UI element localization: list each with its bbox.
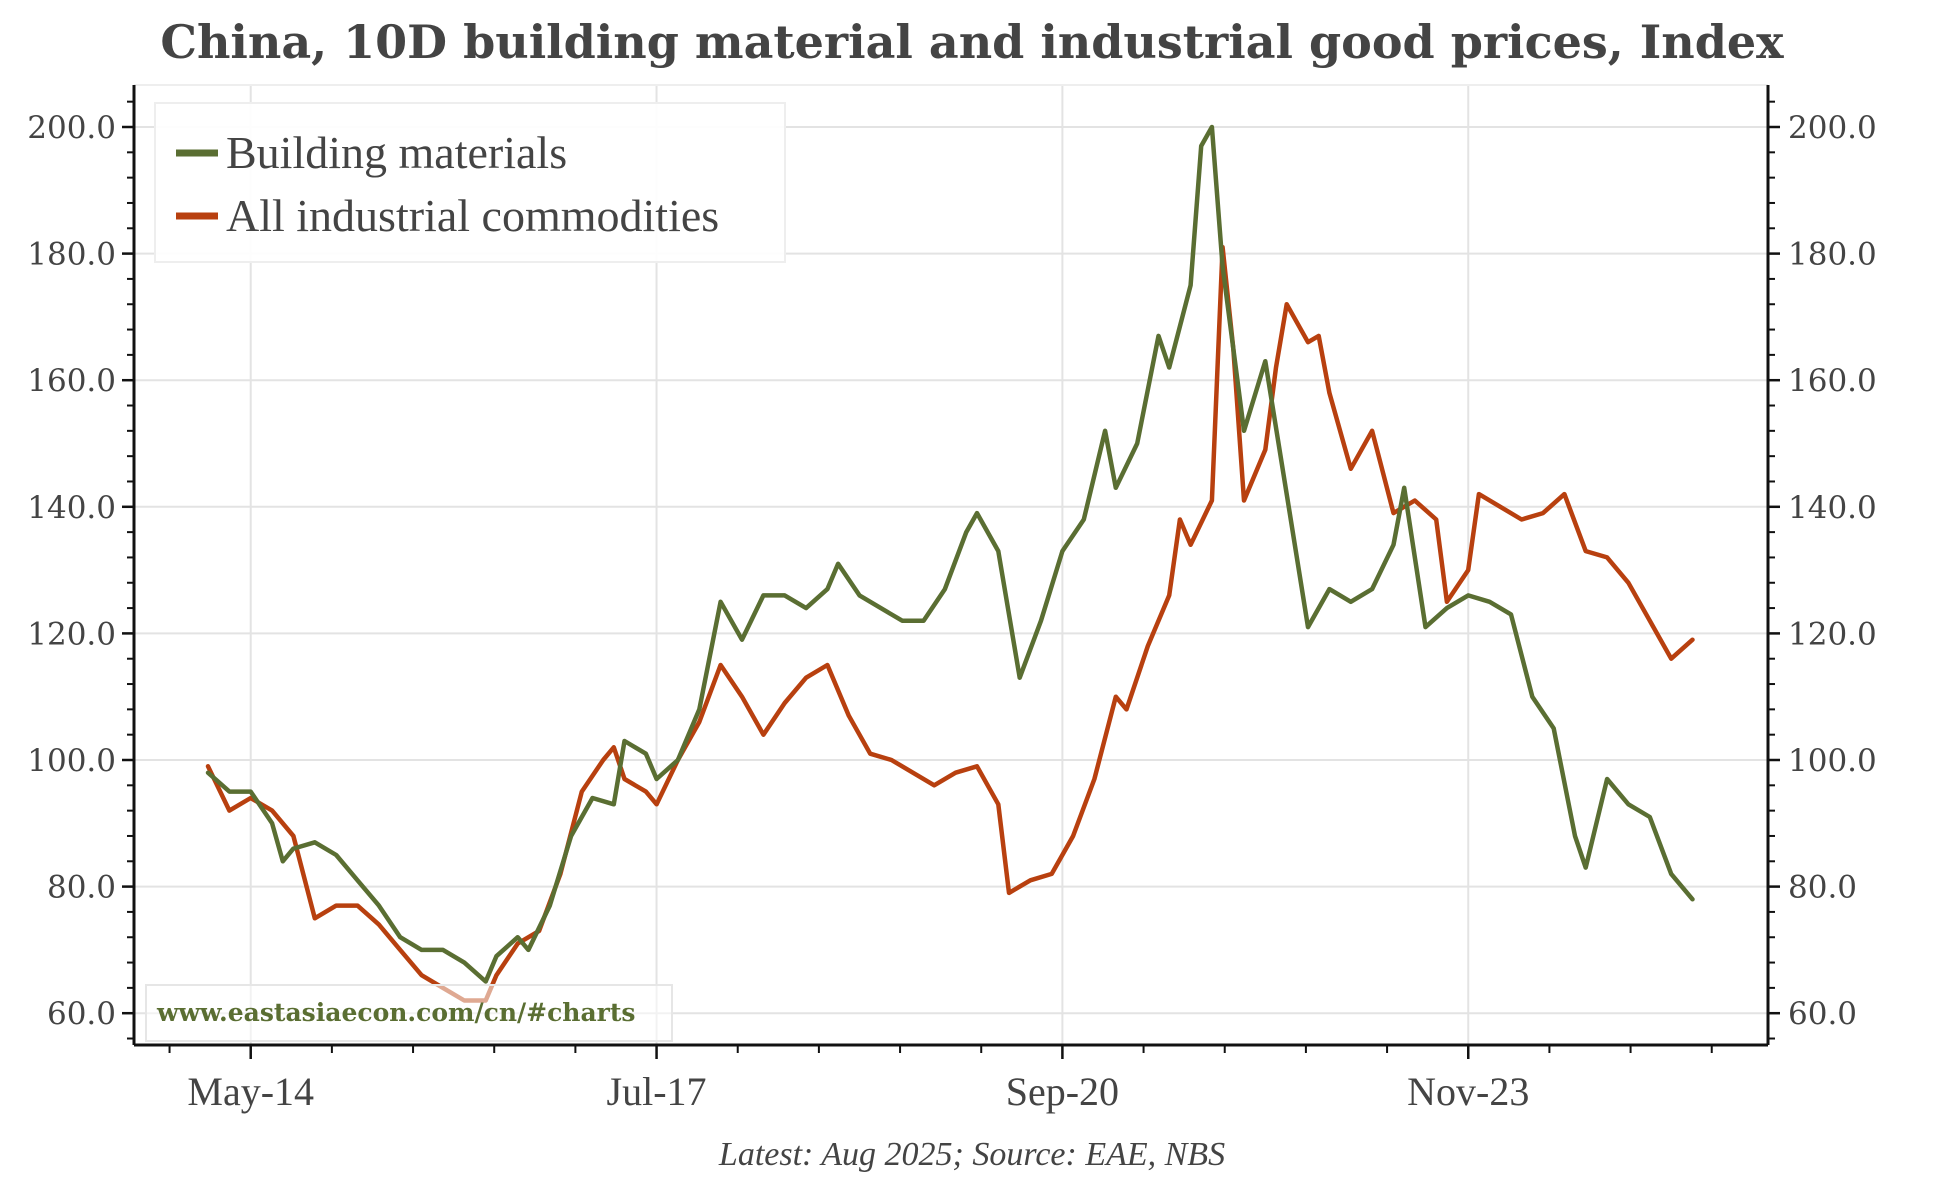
y-tick-label-right: 60.0 xyxy=(1788,996,1857,1032)
gridlines xyxy=(134,84,1768,1045)
y-tick-label-left: 200.0 xyxy=(27,110,116,146)
watermark: www.eastasiaecon.com/cn/#charts xyxy=(145,984,673,1042)
y-tick-label-right: 140.0 xyxy=(1788,490,1877,526)
watermark-box xyxy=(145,984,673,1042)
y-tick-label-right: 120.0 xyxy=(1788,616,1877,652)
y-tick-label-right: 160.0 xyxy=(1788,363,1877,399)
watermark-text: www.eastasiaecon.com/cn/#charts xyxy=(156,998,635,1027)
legend-box xyxy=(154,102,786,263)
y-tick-label-right: 100.0 xyxy=(1788,743,1877,779)
legend: Building materials All industrial commod… xyxy=(154,102,786,263)
y-tick-label-right: 200.0 xyxy=(1788,110,1877,146)
y-tick-label-left: 80.0 xyxy=(47,870,116,906)
y-tick-label-right: 80.0 xyxy=(1788,870,1857,906)
axes: 60.0 60.0 80.0 80.0 100.0 100.0 120.0 120.0 140.… xyxy=(27,85,1877,1114)
legend-label-industrial: All industrial commodities xyxy=(226,190,719,241)
y-tick-label-left: 140.0 xyxy=(27,490,116,526)
x-tick-label: Nov-23 xyxy=(1407,1069,1529,1114)
chart-title: China, 10D building material and industr… xyxy=(160,15,1784,69)
x-tick-label: May-14 xyxy=(187,1069,314,1114)
y-tick-label-left: 60.0 xyxy=(47,996,116,1032)
legend-label-building: Building materials xyxy=(226,127,567,178)
x-tick-label: Sep-20 xyxy=(1006,1069,1119,1114)
y-tick-label-left: 120.0 xyxy=(27,616,116,652)
x-tick-label: Jul-17 xyxy=(607,1069,707,1114)
y-tick-label-left: 160.0 xyxy=(27,363,116,399)
series-line-building-materials xyxy=(205,124,1695,984)
y-tick-label-right: 180.0 xyxy=(1788,237,1877,273)
y-tick-label-left: 100.0 xyxy=(27,743,116,779)
y-tick-label-left: 180.0 xyxy=(27,237,116,273)
footer-source: Latest: Aug 2025; Source: EAE, NBS xyxy=(718,1136,1225,1173)
